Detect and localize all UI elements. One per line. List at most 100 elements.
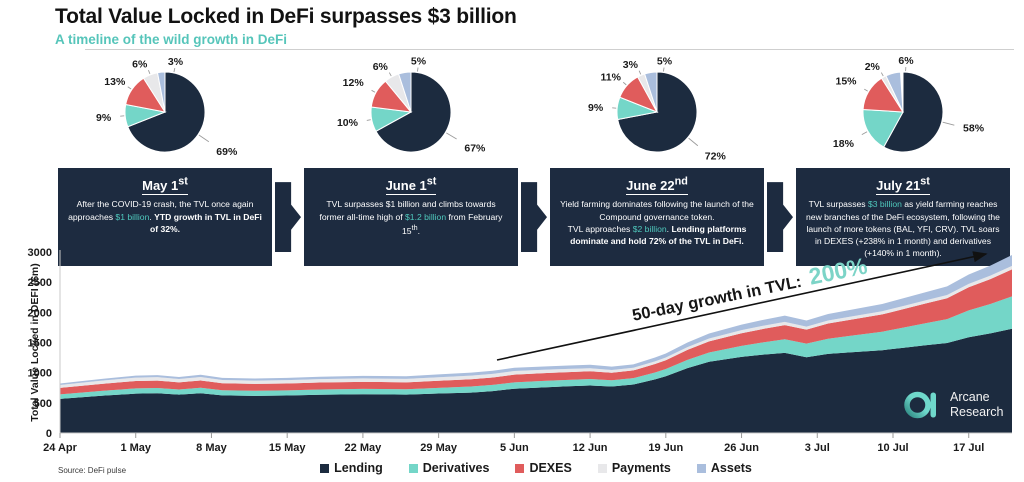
pie-slice-label: 6% bbox=[373, 61, 389, 73]
pie-slice-derivatives bbox=[862, 108, 904, 148]
pie-slice-label: 2% bbox=[865, 61, 881, 73]
source-note: Source: DeFi pulse bbox=[58, 466, 127, 475]
x-tick-label: 1 May bbox=[120, 442, 151, 454]
pie-label-leader bbox=[388, 72, 392, 77]
timeline-box-title: June 22nd bbox=[626, 176, 688, 196]
header-divider bbox=[85, 49, 1014, 50]
arcane-logo-icon bbox=[904, 391, 936, 419]
pie-slice-label: 10% bbox=[337, 117, 359, 129]
timeline-box: June 22nd Yield farming dominates followi… bbox=[550, 168, 764, 267]
page-subtitle: A timeline of the wild growth in DeFi bbox=[55, 32, 287, 47]
pie-label-leader bbox=[864, 88, 868, 92]
pie-slice-label: 58% bbox=[963, 122, 985, 134]
page-title: Total Value Locked in DeFi surpasses $3 … bbox=[55, 5, 517, 28]
pie-slice-label: 6% bbox=[132, 58, 148, 70]
y-tick-label: 1000 bbox=[28, 368, 52, 380]
x-tick-label: 24 Apr bbox=[43, 442, 78, 454]
pie-slice-label: 69% bbox=[216, 146, 238, 158]
pie-slice-lending bbox=[127, 71, 206, 153]
area-band-dexes bbox=[60, 269, 1012, 395]
pie-label-leader bbox=[942, 121, 955, 126]
x-tick-label: 19 Jun bbox=[648, 442, 683, 454]
x-tick-label: 8 May bbox=[196, 442, 227, 454]
y-tick-label: 500 bbox=[34, 398, 52, 410]
header: Total Value Locked in DeFi surpasses $3 … bbox=[55, 5, 517, 47]
y-tick-label: 0 bbox=[46, 428, 52, 440]
pie-slice-label: 11% bbox=[601, 71, 622, 83]
pie-label-leader bbox=[662, 67, 665, 72]
pie-slice-label: 3% bbox=[168, 56, 184, 68]
legend-item-payments: Payments bbox=[597, 461, 671, 475]
timeline-box: May 1st After the COVID-19 crash, the TVL… bbox=[58, 168, 272, 267]
legend-item-derivatives: Derivatives bbox=[408, 461, 489, 475]
pie-chart-june-1st: 67% 10% 12% 6% 5% bbox=[304, 50, 518, 177]
y-tick-label: 2000 bbox=[28, 307, 52, 319]
x-tick-label: 29 May bbox=[420, 442, 458, 454]
stacked-area-chart: 0 500 1000 1500 2000 2500 3000 24 Apr 1 May 8 May… bbox=[28, 247, 1012, 454]
x-tick-label: 5 Jun bbox=[500, 442, 529, 454]
y-tick-label: 3000 bbox=[28, 247, 52, 259]
brand-logo: Arcane Research bbox=[902, 386, 1004, 424]
x-tick-label: 10 Jul bbox=[877, 442, 908, 454]
pie-charts-row: 69% 9% 13% 6% 3% 67% 10% 12% 6% 5% 72% 9% 11% 3% 5% 58%… bbox=[58, 50, 1011, 177]
pie-slice-assets bbox=[156, 71, 166, 113]
pie-slice-label: 6% bbox=[898, 55, 914, 67]
brand-name-line1: Arcane bbox=[950, 390, 990, 405]
pie-slice-label: 15% bbox=[836, 76, 858, 88]
pie-chart-may-1st: 69% 9% 13% 6% 3% bbox=[58, 50, 272, 177]
pie-label-leader bbox=[688, 137, 699, 147]
brand-name: Arcane Research bbox=[950, 390, 1004, 420]
pie-slice-lending bbox=[883, 71, 944, 153]
pie-label-leader bbox=[638, 70, 642, 75]
timeline-box-title: July 21st bbox=[876, 176, 930, 196]
pie-label-leader bbox=[198, 134, 210, 143]
legend-swatch bbox=[597, 463, 607, 473]
timeline-box-text: TVL surpasses $3 billion as yield farmin… bbox=[806, 199, 1000, 259]
pie-label-leader bbox=[127, 86, 132, 90]
area-band-derivatives bbox=[60, 296, 1012, 399]
area-band-lending bbox=[60, 328, 1012, 433]
timeline-box: June 1st TVL surpasses $1 billion and cli… bbox=[304, 168, 518, 267]
timeline-box-title: May 1st bbox=[142, 176, 188, 196]
timeline-row: May 1st After the COVID-19 crash, the TVL… bbox=[58, 168, 1011, 267]
legend-item-lending: Lending bbox=[320, 461, 383, 475]
pie-slice-label: 9% bbox=[96, 112, 112, 124]
timeline-connector-arrow-icon bbox=[767, 182, 793, 253]
legend-item-dexes: DEXES bbox=[515, 461, 572, 475]
pie-slice-assets bbox=[398, 71, 412, 113]
pie-slice-label: 9% bbox=[588, 102, 604, 114]
pie-slice-assets bbox=[885, 71, 904, 113]
x-tick-label: 26 Jun bbox=[724, 442, 759, 454]
timeline-box-text: After the COVID-19 crash, the TVL once a… bbox=[68, 199, 262, 234]
pie-label-leader bbox=[366, 119, 371, 121]
legend-swatch bbox=[320, 463, 330, 473]
pie-label-leader bbox=[416, 67, 419, 72]
pie-slice-label: 18% bbox=[833, 138, 855, 150]
x-tick-label: 12 Jun bbox=[573, 442, 608, 454]
growth-arrow-icon bbox=[496, 251, 988, 361]
timeline-box-title: June 1st bbox=[385, 176, 437, 196]
x-tick-label: 22 May bbox=[345, 442, 383, 454]
legend-swatch bbox=[515, 463, 525, 473]
pie-chart-june-22nd: 72% 9% 11% 3% 5% bbox=[550, 50, 764, 177]
pie-label-leader bbox=[880, 72, 884, 77]
y-axis-title: Total Value Locked in DEFI ($m) bbox=[29, 263, 41, 422]
pie-label-leader bbox=[371, 89, 376, 93]
legend-swatch bbox=[696, 463, 706, 473]
x-tick-label: 17 Jul bbox=[953, 442, 984, 454]
pie-label-leader bbox=[446, 132, 457, 140]
timeline-connector-arrow-icon bbox=[521, 182, 547, 253]
timeline-box-text: TVL surpasses $1 billion and climbs towa… bbox=[319, 199, 503, 236]
area-band-assets bbox=[60, 255, 1012, 385]
pie-slice-label: 5% bbox=[411, 56, 427, 68]
timeline-box-text: Yield farming dominates following the la… bbox=[560, 199, 754, 246]
legend-swatch bbox=[408, 463, 418, 473]
pie-slice-label: 3% bbox=[623, 59, 639, 71]
pie-label-leader bbox=[148, 69, 151, 75]
pie-slice-label: 13% bbox=[104, 76, 126, 88]
pie-slice-label: 12% bbox=[343, 77, 365, 89]
timeline-connector-arrow-icon bbox=[275, 182, 301, 253]
pie-slice-label: 72% bbox=[705, 151, 727, 163]
chart-legend: Lending Derivatives DEXES Payments Assets bbox=[60, 461, 1012, 475]
